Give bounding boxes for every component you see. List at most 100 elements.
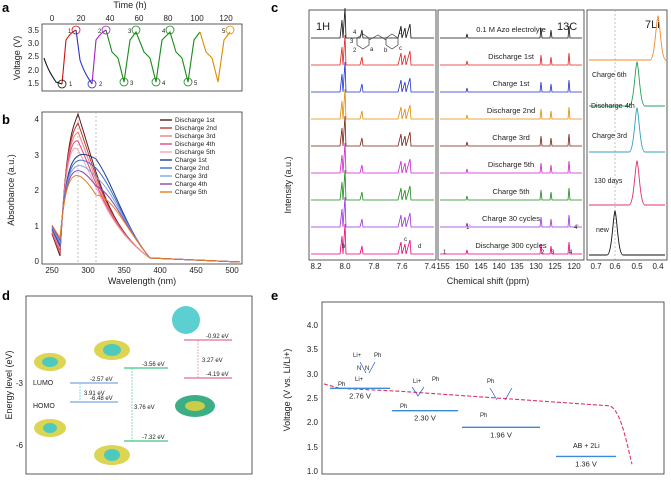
b-ytick: 0 (35, 257, 40, 266)
b-xtick: 500 (225, 266, 239, 275)
c-c-trace (440, 160, 582, 174)
a-xtick: 40 (106, 14, 115, 23)
a-marker (101, 25, 111, 35)
b-xtick: 450 (189, 266, 203, 275)
c-h-title: 1H (316, 21, 330, 33)
b-xtick: 400 (153, 266, 167, 275)
a-xtick: 60 (135, 14, 144, 23)
panel-e-ylabel: Voltage (V vs. Li/Li+) (282, 349, 292, 432)
c-trace-label: Discharge 5th (488, 160, 534, 169)
d-lumo-value: -0.92 eV (206, 334, 229, 340)
c-c-peak-labels: 1 1' 2 3 4 4' (443, 225, 578, 256)
mol-label: b (384, 48, 388, 54)
c-h-trace (311, 34, 434, 66)
c-h-trace (311, 223, 434, 255)
h-peak-label: d (418, 244, 421, 250)
c-xtick: 120 (567, 262, 581, 271)
azo-bond (489, 387, 513, 401)
e-step-label: 1.36 V (575, 459, 597, 468)
panel-a-frame (41, 23, 243, 92)
d-gap: 3.91 eV (84, 391, 105, 397)
c-peak-label: 1 (443, 250, 447, 256)
b-spectra (51, 112, 241, 263)
c-c-xticks: 155 150 145 140 135 130 125 120 (436, 262, 581, 271)
panel-a-yticks: 1.5 2.0 2.5 3.0 3.5 (28, 26, 40, 88)
b-series-line (51, 174, 241, 263)
h-xtick: 8.0 (339, 262, 351, 271)
d-homo-value: -4.19 eV (206, 372, 229, 378)
b-ytick: 4 (35, 115, 40, 124)
e-species: Ph (432, 377, 439, 383)
panel-a-label: a (2, 0, 10, 15)
b-xtick: 250 (45, 266, 59, 275)
e-species-drawings: Li+ Li+ Ph Ph N N Li+ Ph Ph Ph Ph AB + 2… (338, 353, 600, 450)
c-h-trace (311, 61, 434, 93)
c-xtick: 125 (548, 262, 562, 271)
a-marker (183, 77, 193, 87)
d-homo-value: -7.32 eV (142, 435, 165, 441)
e-species: Ph (338, 382, 345, 388)
c-h-trace (311, 7, 434, 39)
a-cycle-number: 1 (69, 82, 73, 88)
li-xtick: 0.7 (590, 262, 602, 271)
c-h-xticks: 8.2 8.0 7.8 7.6 7.4 (310, 262, 436, 271)
a-xtick: 120 (219, 14, 233, 23)
azo-bond (359, 361, 376, 374)
c-li-trace (589, 209, 665, 256)
h-xtick: 8.2 (310, 262, 322, 271)
a-curve-cycle-5 (199, 31, 231, 83)
d-lumo-value: -3.56 eV (142, 362, 165, 368)
h-xtick: 7.6 (396, 262, 408, 271)
c-c-trace (440, 79, 582, 93)
a-marker (131, 25, 141, 35)
panel-e-label: e (271, 288, 278, 303)
c-li-label: 4th (625, 103, 635, 110)
orbital-lobe-icon (185, 401, 205, 411)
c-c-title: 13C (557, 21, 577, 33)
c-c-trace (440, 187, 582, 201)
a-cycle-number: 4 (162, 81, 166, 87)
azo-bond (368, 34, 379, 41)
mol-label: a (370, 47, 374, 53)
e-step-label: 2.76 V (349, 391, 371, 400)
c-trace-label: Charge 3rd (492, 133, 530, 142)
e-species: Ph (480, 413, 487, 419)
a-cycle-number: 3 (128, 29, 132, 35)
e-ytick: 1.0 (307, 467, 319, 476)
c-h-trace (311, 88, 434, 120)
a-marker (57, 79, 67, 89)
a-ytick: 3.0 (28, 39, 40, 48)
azo-bond (377, 34, 387, 41)
a-marker (87, 79, 97, 89)
a-marker (119, 77, 129, 87)
c-peak-label: 4' (574, 225, 578, 231)
mol-label: 3 (350, 39, 354, 45)
panel-a-xticks: 0 20 40 60 80 100 120 (50, 14, 233, 23)
a-curve-discharge-1 (43, 57, 63, 85)
e-voltage-profile (323, 383, 633, 465)
e-species: Ph (400, 404, 407, 410)
panel-e-frame (321, 301, 665, 475)
b-legend-label: Discharge 5th (175, 149, 215, 156)
h-xtick: 7.4 (424, 262, 436, 271)
e-step-label: 2.30 V (414, 414, 436, 423)
panel-b-xlabel: Wavelength (nm) (108, 276, 176, 286)
c-xtick: 130 (529, 262, 543, 271)
c-peak-label: 1' (466, 225, 470, 231)
c-li-xticks: 0.7 0.6 0.5 0.4 (590, 262, 664, 271)
c-c-trace (440, 52, 582, 66)
e-species: N (365, 366, 369, 372)
e-species: Li+ (413, 379, 422, 385)
mol-label: 4 (353, 30, 357, 36)
e-species: Ph (374, 353, 381, 359)
panel-c-label: c (271, 0, 278, 15)
c-peak-label: 3 (551, 250, 555, 256)
e-voltage-steps: 2.76 V 2.30 V 1.96 V 1.36 V (330, 387, 616, 468)
a-ytick: 2.0 (28, 66, 40, 75)
b-legend-label: Charge 2nd (175, 165, 209, 172)
b-ytick: 2 (35, 186, 40, 195)
c-xtick: 140 (492, 262, 506, 271)
c-c-trace (440, 241, 582, 255)
b-legend-label: Charge 4th (175, 181, 208, 188)
e-species: N (357, 366, 361, 372)
